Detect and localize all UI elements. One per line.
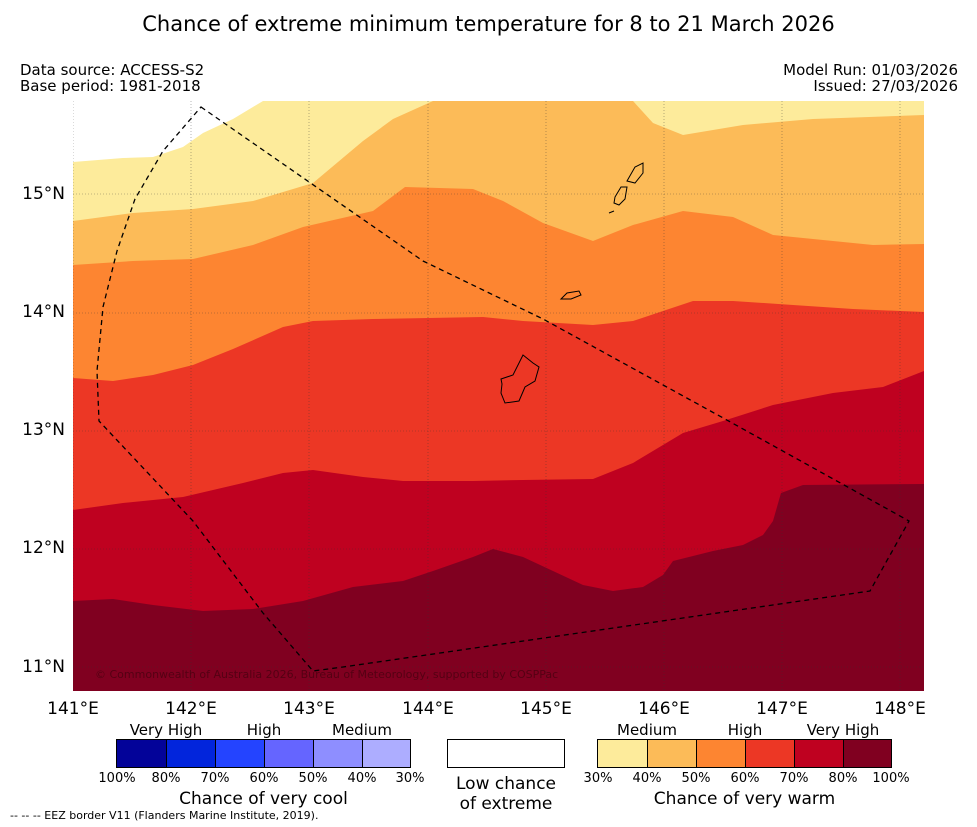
warm-swatch-30-40 [598,740,648,767]
island-rota [559,290,582,300]
cool-swatch-30-40 [363,740,410,767]
warm-cat-medium: Medium [617,721,677,739]
lat-label-12n: 12°N [22,538,65,558]
lon-label-143e: 143°E [283,699,335,719]
warm-tick-60: 60% [730,771,760,786]
lon-label-142e: 142°E [165,699,217,719]
warm-tick-50: 50% [681,771,711,786]
low-chance-corner [73,101,263,162]
lon-label-141e: 141°E [47,699,99,719]
neutral-caption-line2: of extreme [459,794,553,814]
map-title: Chance of extreme minimum temperature fo… [142,12,835,36]
warm-tick-40: 40% [632,771,662,786]
cool-tick-60: 60% [249,771,279,786]
warm-swatch-80-100 [844,740,891,767]
warm-swatch-70-80 [795,740,844,767]
warm-tick-80: 80% [828,771,858,786]
warm-swatch-50-60 [697,740,746,767]
warm-tick-100: 100% [872,771,910,786]
island-tinian [613,186,628,206]
cool-swatch-60-70 [216,740,265,767]
cool-cat-high: High [246,721,282,739]
cool-legend-bar [116,739,411,768]
lon-label-148e: 148°E [874,699,926,719]
lat-label-11n: 11°N [22,657,65,677]
cool-swatch-50-60 [265,740,314,767]
islands [500,162,644,404]
run-info: Model Run: 01/03/2026 Issued: 27/03/2026 [783,62,958,94]
cool-swatch-80-100 [117,740,167,767]
neutral-caption: Low chance of extreme [430,774,582,814]
cool-tick-50: 50% [298,771,328,786]
lat-label-15n: 15°N [22,184,65,204]
warm-caption: Chance of very warm [653,789,836,809]
eez-border [96,106,910,672]
cool-tick-80: 80% [151,771,181,786]
warm-swatch-40-50 [648,740,697,767]
warm-swatch-60-70 [746,740,795,767]
cool-swatch-40-50 [314,740,363,767]
island-guam [500,354,540,404]
eez-footnote: -- -- -- EEZ border V11 (Flanders Marine… [10,809,319,822]
data-info: Data source: ACCESS-S2 Base period: 1981… [20,62,204,94]
lon-label-144e: 144°E [402,699,454,719]
forecast-map: © Commonwealth of Australia 2026, Bureau… [73,101,924,691]
warm-tick-70: 70% [779,771,809,786]
cool-swatch-70-80 [167,740,216,767]
model-run-label: Model Run: 01/03/2026 [783,61,958,79]
cool-tick-30: 30% [395,771,425,786]
neutral-legend-box [447,739,565,768]
copyright-notice: © Commonwealth of Australia 2026, Bureau… [95,668,558,681]
lon-label-147e: 147°E [756,699,808,719]
lat-label-13n: 13°N [22,420,65,440]
warm-cat-very-high: Very High [806,721,880,739]
issued-label: Issued: 27/03/2026 [813,77,958,95]
data-source-label: Data source: ACCESS-S2 [20,61,205,79]
warm-tick-30: 30% [583,771,613,786]
cool-cat-very-high: Very High [129,721,203,739]
cool-tick-70: 70% [200,771,230,786]
cool-caption: Chance of very cool [179,789,348,809]
island-saipan [626,162,644,184]
warm-cat-high: High [727,721,763,739]
neutral-caption-line1: Low chance [456,774,556,794]
cool-cat-medium: Medium [332,721,392,739]
base-period-label: Base period: 1981-2018 [20,77,201,95]
cool-tick-100: 100% [98,771,136,786]
lon-label-145e: 145°E [520,699,572,719]
island-aguijan [608,210,615,214]
warm-legend-bar [597,739,892,768]
lat-label-14n: 14°N [22,302,65,322]
cool-tick-40: 40% [347,771,377,786]
lon-label-146e: 146°E [638,699,690,719]
